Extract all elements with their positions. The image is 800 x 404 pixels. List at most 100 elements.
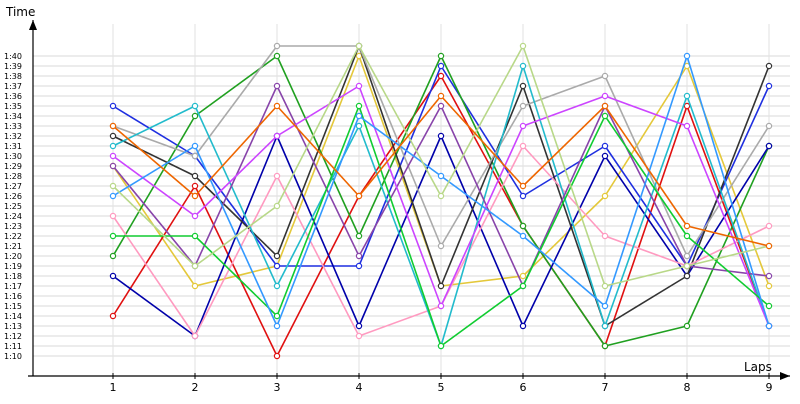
- y-tick-label: 1:23: [4, 222, 22, 231]
- y-tick-label: 1:21: [4, 242, 22, 251]
- data-point: [273, 312, 281, 320]
- data-point: [191, 102, 199, 110]
- data-point: [109, 272, 117, 280]
- data-point: [601, 192, 609, 200]
- data-point: [765, 82, 773, 90]
- series-4: [109, 52, 773, 350]
- data-point: [601, 342, 609, 350]
- data-point: [437, 242, 445, 250]
- data-point: [109, 252, 117, 260]
- data-point: [109, 312, 117, 320]
- series-12: [109, 102, 773, 350]
- x-axis-arrow: [780, 372, 790, 380]
- data-point: [519, 122, 527, 130]
- y-tick-label: 1:14: [4, 312, 22, 321]
- y-tick-label: 1:30: [4, 152, 22, 161]
- data-point: [191, 192, 199, 200]
- data-point: [273, 262, 281, 270]
- data-point: [437, 342, 445, 350]
- y-tick-label: 1:12: [4, 332, 22, 341]
- data-point: [683, 102, 691, 110]
- data-point: [191, 182, 199, 190]
- data-point: [355, 82, 363, 90]
- data-point: [519, 322, 527, 330]
- data-point: [109, 102, 117, 110]
- data-point: [355, 262, 363, 270]
- data-point: [683, 92, 691, 100]
- x-tick-label: 4: [356, 381, 363, 394]
- data-point: [601, 232, 609, 240]
- y-tick-label: 1:36: [4, 92, 22, 101]
- data-point: [273, 132, 281, 140]
- y-tick-label: 1:16: [4, 292, 22, 301]
- data-point: [519, 222, 527, 230]
- y-tick-label: 1:11: [4, 342, 22, 351]
- y-tick-label: 1:25: [4, 202, 22, 211]
- y-tick-label: 1:32: [4, 132, 22, 141]
- data-point: [191, 232, 199, 240]
- data-point: [273, 352, 281, 360]
- y-tick-label: 1:37: [4, 82, 22, 91]
- axes: [28, 20, 790, 380]
- y-tick-label: 1:33: [4, 122, 22, 131]
- tick-labels: 1:101:111:121:131:141:151:161:171:181:19…: [4, 52, 773, 394]
- y-tick-label: 1:10: [4, 352, 22, 361]
- data-point: [437, 62, 445, 70]
- y-tick-label: 1:24: [4, 212, 22, 221]
- data-point: [519, 282, 527, 290]
- x-tick-label: 8: [684, 381, 691, 394]
- data-point: [273, 322, 281, 330]
- y-tick-label: 1:18: [4, 272, 22, 281]
- data-point: [109, 212, 117, 220]
- data-point: [355, 122, 363, 130]
- data-point: [437, 192, 445, 200]
- data-point: [519, 42, 527, 50]
- data-point: [273, 202, 281, 210]
- data-point: [273, 42, 281, 50]
- data-point: [683, 122, 691, 130]
- series-6: [109, 42, 773, 330]
- data-point: [437, 282, 445, 290]
- data-point: [191, 212, 199, 220]
- data-point: [519, 272, 527, 280]
- data-point: [437, 52, 445, 60]
- data-point: [601, 72, 609, 80]
- data-point: [601, 142, 609, 150]
- data-point: [273, 282, 281, 290]
- data-point: [437, 302, 445, 310]
- data-point: [683, 52, 691, 60]
- x-axis-title: Laps: [744, 360, 772, 374]
- data-point: [191, 332, 199, 340]
- data-point: [519, 232, 527, 240]
- data-point: [109, 192, 117, 200]
- data-point: [519, 182, 527, 190]
- y-tick-label: 1:35: [4, 102, 22, 111]
- y-tick-label: 1:20: [4, 252, 22, 261]
- data-point: [109, 132, 117, 140]
- data-point: [683, 232, 691, 240]
- data-point: [765, 122, 773, 130]
- y-tick-label: 1:39: [4, 62, 22, 71]
- data-point: [437, 172, 445, 180]
- data-point: [601, 102, 609, 110]
- series-group: [109, 42, 773, 360]
- x-tick-label: 9: [766, 381, 773, 394]
- data-point: [519, 192, 527, 200]
- x-tick-label: 5: [438, 381, 445, 394]
- y-tick-label: 1:28: [4, 172, 22, 181]
- data-point: [109, 142, 117, 150]
- data-point: [683, 262, 691, 270]
- y-axis-arrow: [29, 20, 37, 30]
- x-tick-label: 2: [192, 381, 199, 394]
- data-point: [355, 332, 363, 340]
- x-tick-label: 1: [110, 381, 117, 394]
- y-tick-label: 1:31: [4, 142, 22, 151]
- data-point: [191, 142, 199, 150]
- data-point: [355, 252, 363, 260]
- y-tick-label: 1:13: [4, 322, 22, 331]
- data-point: [437, 132, 445, 140]
- data-point: [519, 142, 527, 150]
- data-point: [683, 222, 691, 230]
